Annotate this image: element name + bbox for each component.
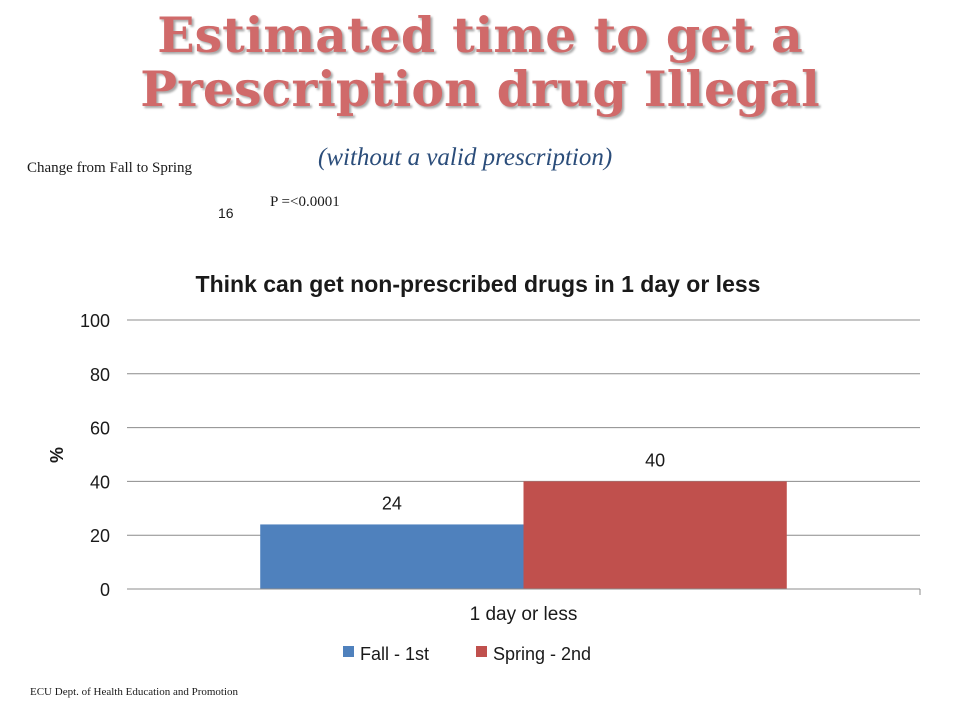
legend-swatch-spring [476, 646, 487, 657]
legend: Fall - 1st Spring - 2nd [343, 644, 591, 664]
y-axis-ticks: 0 20 40 60 80 100 [80, 311, 921, 600]
chart-title: Think can get non-prescribed drugs in 1 … [196, 271, 761, 297]
change-value: 16 [218, 205, 234, 221]
bar-series [260, 481, 787, 589]
slide-title-line-2: Prescription drug Illegal [140, 60, 820, 118]
slide-title-line-1: Estimated time to get a [157, 6, 803, 64]
y-tick-label: 60 [90, 419, 110, 439]
bar-spring [523, 481, 787, 589]
data-label: 40 [645, 450, 665, 470]
slide-title: Estimated time to get a Prescription dru… [0, 8, 960, 116]
y-axis-label: % [47, 447, 67, 463]
legend-swatch-fall [343, 646, 354, 657]
legend-label-fall: Fall - 1st [360, 644, 429, 664]
bar-fall [260, 524, 524, 589]
y-tick-label: 100 [80, 311, 110, 331]
data-labels: 24 40 [382, 450, 665, 513]
y-tick-label: 40 [90, 472, 110, 492]
y-tick-label: 80 [90, 365, 110, 385]
legend-label-spring: Spring - 2nd [493, 644, 591, 664]
slide-subtitle: (without a valid prescription) [318, 144, 613, 171]
x-category-label: 1 day or less [470, 604, 578, 625]
y-tick-label: 0 [100, 580, 110, 600]
y-tick-label: 20 [90, 526, 110, 546]
footer-credit: ECU Dept. of Health Education and Promot… [30, 686, 239, 698]
data-label: 24 [382, 493, 402, 513]
change-label: Change from Fall to Spring [27, 160, 192, 176]
p-value: P =<0.0001 [270, 194, 340, 210]
